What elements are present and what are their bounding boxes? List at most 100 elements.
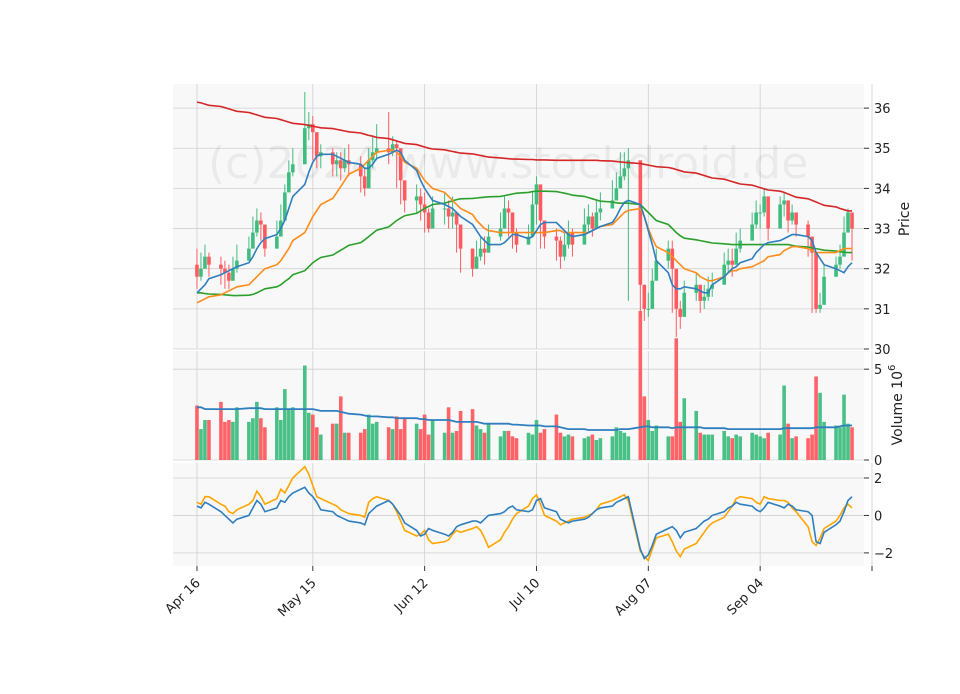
candle-body	[838, 256, 842, 265]
candle-body	[766, 196, 770, 229]
volume-bar	[654, 425, 659, 460]
x-tick-label: Apr 16	[163, 576, 204, 617]
volume-bar	[682, 398, 687, 460]
candle-body	[598, 208, 603, 213]
volume-bar	[426, 434, 431, 460]
volume-bar	[526, 432, 531, 460]
candle-body	[263, 224, 267, 249]
candle-body	[834, 264, 838, 277]
candle-body	[618, 176, 623, 189]
volume-bar	[450, 432, 455, 460]
volume-bar	[622, 432, 627, 460]
volume-bar	[534, 420, 539, 460]
candle-body	[822, 276, 826, 305]
candle-body	[698, 284, 703, 301]
price-y-tick-label: 35	[874, 142, 891, 157]
ma-red-line	[196, 101, 852, 212]
volume-bar	[846, 423, 850, 460]
volume-bar	[558, 432, 563, 460]
volume-bar	[366, 414, 371, 460]
volume-bar	[291, 407, 295, 460]
x-tick-label: Jun 12	[391, 576, 431, 616]
volume-bar	[538, 432, 543, 460]
volume-bar	[730, 438, 734, 460]
volume-bar	[227, 420, 231, 460]
volume-bar	[582, 438, 587, 460]
volume-bar	[199, 429, 203, 460]
candle-body	[638, 160, 643, 285]
volume-bar	[422, 414, 427, 460]
volume-bar	[279, 420, 283, 460]
volume-bar	[594, 440, 599, 460]
volume-bar	[754, 434, 758, 460]
volume-bar	[786, 423, 790, 460]
candle-body	[275, 236, 279, 249]
volume-bar	[710, 434, 715, 460]
volume-bar	[794, 436, 798, 460]
volume-bar	[255, 401, 259, 460]
candle-body	[342, 160, 347, 169]
candle-body	[390, 144, 395, 153]
volume-bar	[562, 436, 567, 460]
candle-body	[678, 308, 683, 317]
volume-bar	[330, 423, 335, 460]
volume-bar	[474, 425, 479, 460]
candle-body	[806, 224, 810, 237]
candle-body	[642, 284, 647, 309]
panels	[173, 84, 873, 566]
volume-bar	[598, 438, 603, 460]
volume-bar	[311, 414, 315, 460]
x-tick-label: May 15	[275, 576, 319, 620]
volume-axis-exponent: 6	[887, 365, 898, 371]
volume-bar	[554, 414, 559, 460]
volume-bar	[510, 436, 515, 460]
volume-bar	[362, 429, 367, 460]
candle-body	[338, 160, 343, 169]
volume-bar	[618, 430, 623, 460]
volume-bar	[590, 434, 595, 460]
candle-body	[734, 248, 738, 265]
candle-body	[251, 232, 255, 249]
volume-bar	[398, 429, 403, 460]
candle-body	[754, 212, 758, 225]
candle-body	[219, 264, 223, 269]
volume-bar	[386, 427, 391, 460]
candle-body	[646, 308, 651, 310]
volume-bar	[314, 427, 319, 460]
volume-bar	[195, 405, 199, 460]
candle-body	[482, 248, 487, 253]
volume-bar	[346, 432, 351, 460]
candle-body	[303, 128, 307, 165]
candle-body	[247, 248, 251, 261]
signal-line	[196, 465, 853, 562]
volume-bar	[506, 430, 511, 460]
candle-body	[314, 132, 319, 157]
volume-bar	[810, 434, 814, 460]
candle-body	[594, 212, 599, 229]
volume-bar	[734, 434, 738, 460]
volume-bar	[259, 418, 263, 460]
volume-bar	[838, 427, 842, 460]
candle-body	[614, 188, 619, 201]
volume-bar	[670, 436, 675, 460]
volume-bar	[482, 432, 487, 460]
volume-bar	[766, 432, 770, 460]
volume-bar	[610, 436, 615, 460]
volume-bar	[374, 421, 379, 460]
volume-bar	[263, 427, 267, 460]
candle-body	[542, 220, 547, 237]
candle-body	[203, 256, 207, 269]
candle-body	[223, 268, 227, 273]
candle-body	[570, 232, 575, 245]
volume-bar	[702, 434, 707, 460]
volume-y-tick-label: 0	[874, 454, 882, 469]
candle-body	[446, 208, 451, 217]
volume-bar	[822, 421, 826, 460]
candle-body	[510, 212, 515, 233]
candle-body	[726, 260, 730, 265]
volume-bar	[203, 420, 207, 460]
macd-panel	[173, 463, 864, 566]
volume-bar	[738, 436, 742, 460]
watermark: (c)2024 www.stockdroid.de	[208, 138, 808, 189]
volume-bar	[678, 421, 683, 460]
